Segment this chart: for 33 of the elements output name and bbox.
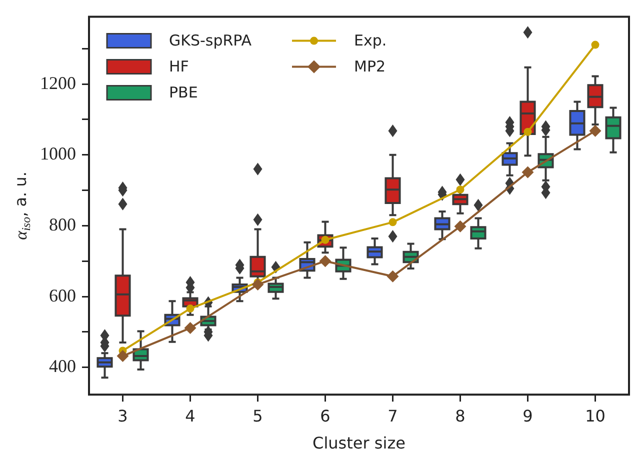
point (524, 128, 532, 136)
point (252, 278, 264, 290)
point (386, 270, 399, 282)
x-tick-label: 6 (320, 406, 330, 426)
point (186, 304, 194, 313)
y-tick-label: 400 (49, 356, 76, 376)
point (591, 40, 600, 49)
legend-label: PBE (169, 84, 198, 102)
y-tick-label: 1000 (40, 144, 76, 164)
y-tick-label: 800 (49, 214, 76, 234)
legend-label: MP2 (354, 58, 386, 76)
legend-label: HF (169, 58, 189, 76)
x-tick-label: 8 (455, 406, 466, 426)
x-tick-label: 7 (388, 406, 398, 426)
point (319, 255, 332, 268)
point (454, 220, 466, 232)
point (456, 186, 464, 194)
y-axis-title: αiso, a. u. (11, 172, 34, 240)
point (388, 218, 397, 226)
x-tick-label: 5 (252, 406, 263, 426)
x-tick-label: 3 (118, 406, 128, 426)
legend-label: Exp. (354, 32, 387, 50)
point (116, 350, 129, 362)
point (522, 166, 534, 178)
point (184, 322, 196, 334)
x-axis-title: Cluster size (312, 434, 406, 453)
legend-label: GKS-spRPA (169, 32, 252, 50)
y-tick-label: 600 (49, 285, 76, 306)
point (589, 124, 602, 137)
y-tick-label: 1200 (40, 72, 76, 93)
x-tick-label: 4 (185, 406, 196, 426)
x-tick-label: 10 (585, 406, 606, 426)
x-tick-label: 9 (522, 406, 533, 426)
